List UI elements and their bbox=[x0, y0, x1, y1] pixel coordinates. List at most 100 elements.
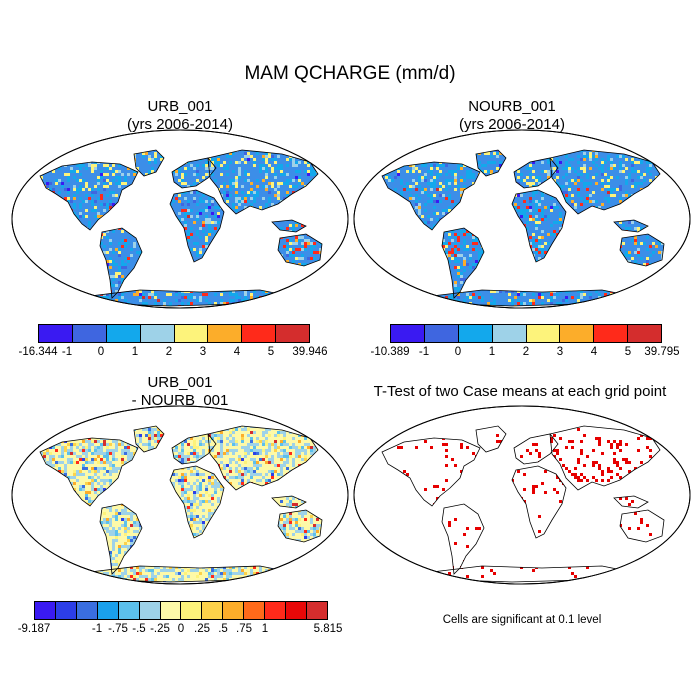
colorbar-difference-label: .25 bbox=[194, 623, 210, 635]
panel-2-title-line2: (yrs 2006-2014) bbox=[459, 116, 565, 133]
coastline-north-america bbox=[381, 161, 481, 231]
colorbar-urb-swatch bbox=[72, 325, 107, 342]
colorbar-difference-swatch bbox=[286, 602, 307, 619]
colorbar-nourb-label: 39.795 bbox=[644, 346, 680, 358]
colorbar-urb-label: 5 bbox=[267, 346, 275, 358]
coastline-south-america bbox=[99, 503, 143, 575]
colorbar-nourb-swatch bbox=[391, 325, 425, 342]
panel-4-title-line1: T-Test of two Case means at each grid po… bbox=[373, 383, 667, 400]
coastline-greenland bbox=[133, 149, 165, 177]
colorbar-difference-swatch bbox=[306, 602, 327, 619]
panel-3-title-line1: URB_001 bbox=[147, 374, 213, 391]
colorbar-difference-label: 0 bbox=[177, 623, 185, 635]
colorbar-urb-swatch bbox=[39, 325, 73, 342]
colorbar-nourb-label: 5 bbox=[624, 346, 632, 358]
colorbar-difference-labels: -9.187 -1 -.75 -.5 -.25 0 .25 .5 .75 1 5.815 bbox=[18, 623, 343, 639]
colorbar-urb-label: -1 bbox=[61, 346, 73, 358]
coastline-asia bbox=[207, 149, 319, 215]
panel-2-title: NOURB_001 (yrs 2006-2014) bbox=[392, 98, 632, 134]
colorbar-urb-swatch bbox=[208, 325, 243, 342]
colorbar-difference-swatch bbox=[55, 602, 77, 619]
coastline-south-america bbox=[99, 227, 143, 299]
colorbar-difference-swatch bbox=[139, 602, 161, 619]
coastline-indonesia bbox=[271, 495, 307, 509]
colorbar-urb-swatch bbox=[276, 325, 309, 342]
colorbar-urb-swatch bbox=[174, 325, 209, 342]
coastline-africa bbox=[169, 189, 225, 263]
colorbar-nourb-swatch bbox=[458, 325, 493, 342]
panel-1-title-line1: URB_001 bbox=[147, 98, 213, 115]
colorbar-difference-label: -1 bbox=[91, 623, 103, 635]
coastline-australia bbox=[619, 509, 665, 543]
colorbar-urb-label: 3 bbox=[199, 346, 207, 358]
coastline-australia bbox=[277, 233, 323, 267]
colorbar-difference-swatch bbox=[181, 602, 203, 619]
coastline-indonesia bbox=[271, 219, 307, 233]
map-outline bbox=[11, 405, 349, 585]
colorbar-difference-label: -.5 bbox=[132, 623, 146, 635]
coastline-north-america bbox=[39, 161, 139, 231]
coastline-asia bbox=[549, 149, 661, 215]
colorbar-difference-swatch bbox=[244, 602, 266, 619]
map-difference bbox=[11, 405, 349, 585]
colorbar-urb-label: 1 bbox=[131, 346, 139, 358]
colorbar-urb-label: 0 bbox=[97, 346, 105, 358]
colorbar-nourb-label: 3 bbox=[556, 346, 564, 358]
colorbar-difference-label: -.75 bbox=[108, 623, 128, 635]
colorbar-difference-label: 5.815 bbox=[313, 623, 343, 635]
map-outline bbox=[11, 129, 349, 309]
colorbar-urb-swatch bbox=[106, 325, 141, 342]
coastline-south-america bbox=[441, 503, 485, 575]
coastline-north-america bbox=[381, 437, 481, 507]
panel-3-title: URB_001 - NOURB_001 bbox=[60, 374, 300, 410]
colorbar-difference-label: 1 bbox=[261, 623, 269, 635]
coastline-asia bbox=[207, 425, 319, 491]
colorbar-urb-label: 2 bbox=[165, 346, 173, 358]
colorbar-difference-label: -.25 bbox=[150, 623, 170, 635]
coastline-australia bbox=[619, 233, 665, 267]
colorbar-urb-label: 39.946 bbox=[292, 346, 328, 358]
panel-4-title: T-Test of two Case means at each grid po… bbox=[340, 383, 700, 401]
colorbar-nourb-swatch bbox=[424, 325, 459, 342]
colorbar-difference-swatch bbox=[76, 602, 98, 619]
colorbar-difference-swatch bbox=[202, 602, 224, 619]
colorbar-nourb-label: 4 bbox=[590, 346, 598, 358]
coastline-indonesia bbox=[613, 219, 649, 233]
panel-2-title-line1: NOURB_001 bbox=[468, 98, 556, 115]
colorbar-difference-label: -9.187 bbox=[17, 623, 51, 635]
coastline-africa bbox=[511, 465, 567, 539]
colorbar-nourb-label: 2 bbox=[522, 346, 530, 358]
colorbar-nourb-label: 1 bbox=[488, 346, 496, 358]
coastline-africa bbox=[511, 189, 567, 263]
coastline-indonesia bbox=[613, 495, 649, 509]
colorbar-nourb-swatch bbox=[526, 325, 561, 342]
colorbar-difference-swatch bbox=[160, 602, 182, 619]
map-outline bbox=[353, 129, 691, 309]
colorbar-difference-label: .75 bbox=[236, 623, 252, 635]
colorbar-urb-swatch bbox=[140, 325, 175, 342]
colorbar-difference bbox=[34, 601, 328, 620]
coastline-north-america bbox=[39, 437, 139, 507]
coastline-south-america bbox=[441, 227, 485, 299]
coastline-asia bbox=[549, 425, 661, 491]
panel-1-title: URB_001 (yrs 2006-2014) bbox=[60, 98, 300, 134]
colorbar-nourb-swatch bbox=[594, 325, 629, 342]
coastline-greenland bbox=[475, 149, 507, 177]
colorbar-nourb-label: -1 bbox=[418, 346, 430, 358]
panel-3-title-line2: - NOURB_001 bbox=[131, 392, 229, 409]
map-urb bbox=[11, 129, 349, 309]
colorbar-nourb-label: 0 bbox=[454, 346, 462, 358]
colorbar-nourb-swatch bbox=[560, 325, 595, 342]
colorbar-difference-swatch bbox=[223, 602, 245, 619]
coastline-europe bbox=[171, 433, 217, 465]
colorbar-difference-swatch bbox=[97, 602, 119, 619]
colorbar-difference-swatch bbox=[35, 602, 56, 619]
coastline-greenland bbox=[133, 425, 165, 453]
colorbar-urb-label: 4 bbox=[233, 346, 241, 358]
colorbar-nourb-label: -10.389 bbox=[370, 346, 410, 358]
coastline-europe bbox=[171, 157, 217, 189]
map-outline bbox=[353, 405, 691, 585]
coastline-australia bbox=[277, 509, 323, 543]
colorbar-difference-swatch bbox=[265, 602, 287, 619]
colorbar-nourb bbox=[390, 324, 662, 343]
